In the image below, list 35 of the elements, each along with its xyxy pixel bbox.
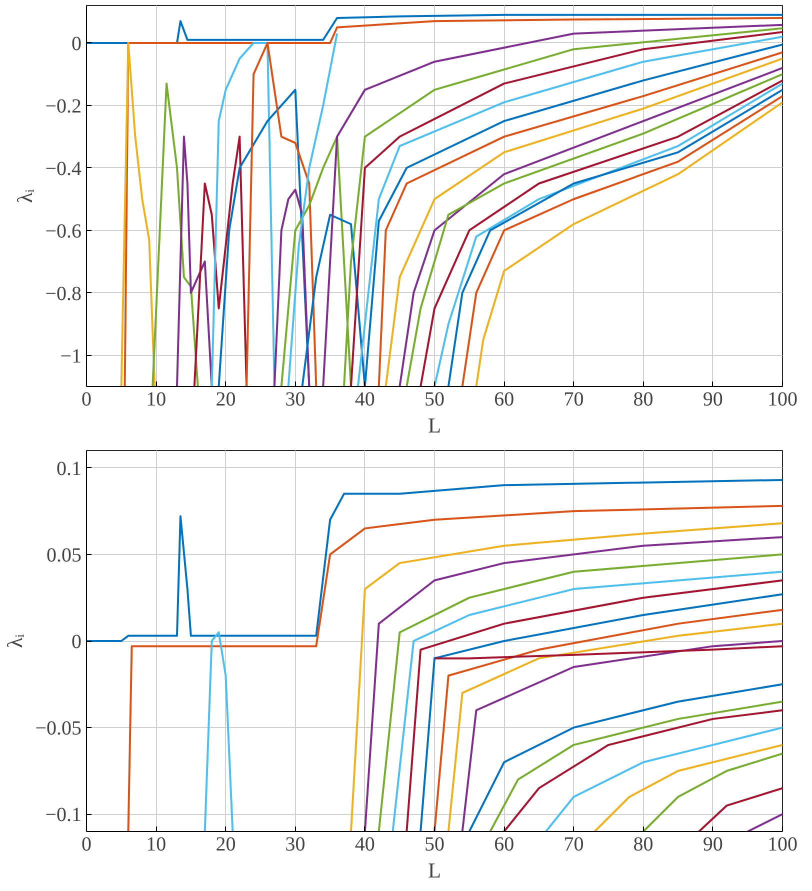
x-tick-label: 100 (768, 834, 798, 856)
x-tick-label: 40 (354, 388, 375, 410)
x-tick-label: 70 (564, 388, 584, 410)
y-tick-label: −0.05 (35, 718, 82, 740)
x-tick-label: 20 (216, 834, 236, 856)
y-tick-label: −1 (60, 345, 82, 368)
x-axis-title: L (428, 414, 442, 438)
y-tick-label: −0.6 (45, 220, 82, 242)
x-axis-title: L (428, 858, 442, 882)
y-tick-label: 0 (72, 32, 82, 55)
x-tick-label: 30 (285, 388, 306, 410)
x-tick-label: 80 (633, 834, 654, 856)
x-tick-label: 70 (564, 834, 584, 856)
x-tick-label: 10 (146, 834, 166, 856)
x-tick-label: 90 (702, 388, 723, 410)
x-tick-label: 90 (702, 834, 723, 856)
x-tick-label: 30 (285, 834, 306, 856)
y-tick-label: −0.2 (45, 95, 82, 118)
x-tick-label: 60 (494, 388, 514, 410)
y-axis-title: λᵢ (3, 634, 28, 648)
y-axis-title: λᵢ (13, 188, 38, 203)
y-tick-label: −0.4 (45, 158, 82, 180)
x-tick-label: 20 (216, 388, 236, 410)
y-tick-label: −0.8 (45, 282, 82, 305)
y-tick-label: −0.1 (45, 804, 82, 826)
x-tick-label: 50 (424, 834, 444, 856)
x-tick-label: 10 (146, 388, 166, 410)
y-tick-label: 0.05 (46, 544, 82, 566)
x-tick-label: 50 (424, 388, 444, 410)
x-tick-label: 40 (354, 834, 375, 856)
x-tick-label: 100 (768, 388, 798, 410)
y-tick-label: 0.1 (56, 458, 82, 480)
x-tick-label: 80 (633, 388, 654, 410)
x-tick-label: 60 (494, 834, 514, 856)
y-tick-label: 0 (72, 631, 82, 653)
